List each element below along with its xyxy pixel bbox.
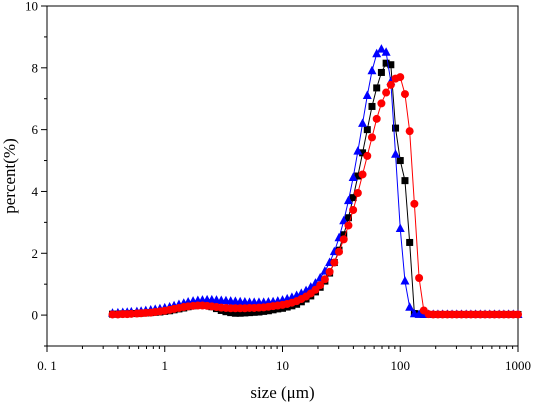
data-point (246, 309, 254, 317)
data-point (381, 47, 391, 56)
data-point (227, 309, 235, 317)
data-point (363, 151, 372, 160)
data-point (339, 215, 349, 225)
data-point (382, 59, 390, 67)
data-point (344, 221, 353, 230)
data-point (363, 126, 371, 134)
data-point (391, 149, 401, 158)
data-point (415, 274, 424, 282)
y-tick-label: 4 (32, 184, 39, 199)
data-point (359, 149, 367, 157)
data-point (264, 307, 272, 315)
x-tick-label: 0. 1 (37, 358, 57, 373)
y-tick-label: 8 (32, 60, 39, 75)
data-point (386, 80, 395, 89)
data-point (392, 124, 400, 132)
data-point (260, 307, 268, 315)
y-tick-label: 0 (32, 308, 39, 323)
data-point (231, 309, 239, 317)
data-point (349, 194, 357, 202)
data-point (340, 231, 348, 239)
data-point (405, 302, 415, 311)
data-point (353, 189, 362, 197)
data-point (405, 127, 414, 136)
data-point (372, 114, 381, 123)
y-axis-title: percent(%) (0, 138, 19, 214)
data-point (241, 309, 249, 317)
data-point (382, 88, 391, 97)
data-point (316, 281, 325, 290)
y-tick-label: 10 (25, 0, 38, 14)
data-point (514, 310, 522, 319)
data-point (377, 68, 385, 76)
data-point (344, 214, 352, 222)
series-layer (108, 44, 523, 319)
data-point (372, 48, 382, 58)
y-tick-label: 6 (32, 122, 39, 137)
data-point (236, 309, 244, 317)
tick-labels: 0. 1 1 10 100 1000 0 2 4 6 8 10 (25, 0, 531, 373)
data-point (368, 102, 376, 110)
x-tick-label: 100 (391, 358, 411, 373)
data-point (349, 206, 358, 214)
y-tick-label: 2 (32, 246, 39, 261)
data-point (367, 65, 377, 75)
data-point (367, 133, 376, 142)
series-line (112, 48, 518, 315)
data-point (335, 247, 344, 256)
axes (41, 5, 519, 352)
data-point (373, 84, 381, 92)
x-axis-title: size (μm) (250, 383, 314, 402)
data-point (400, 275, 410, 285)
x-tick-label: 1 (162, 358, 169, 373)
data-point (376, 44, 386, 53)
x-tick-label: 1000 (505, 358, 531, 373)
data-point (395, 223, 405, 232)
data-point (339, 235, 348, 244)
series-line (112, 62, 518, 315)
data-point (255, 308, 263, 316)
plot-frame (46, 5, 519, 347)
data-point (343, 195, 353, 205)
data-point (362, 90, 372, 100)
data-point (250, 308, 258, 316)
data-point (396, 73, 405, 82)
data-point (353, 146, 363, 155)
data-point (330, 258, 339, 267)
data-point (387, 61, 395, 69)
data-point (401, 177, 409, 185)
data-point (358, 170, 367, 179)
data-point (377, 99, 386, 108)
data-point (406, 238, 414, 246)
series-circle (108, 73, 522, 319)
data-point (320, 275, 329, 284)
data-point (348, 172, 358, 181)
data-point (410, 199, 419, 208)
data-point (400, 90, 409, 99)
data-point (325, 267, 334, 276)
data-point (358, 118, 368, 127)
x-tick-label: 10 (276, 358, 289, 373)
data-point (396, 157, 404, 165)
series-triangle (108, 44, 523, 318)
data-point (354, 172, 362, 180)
